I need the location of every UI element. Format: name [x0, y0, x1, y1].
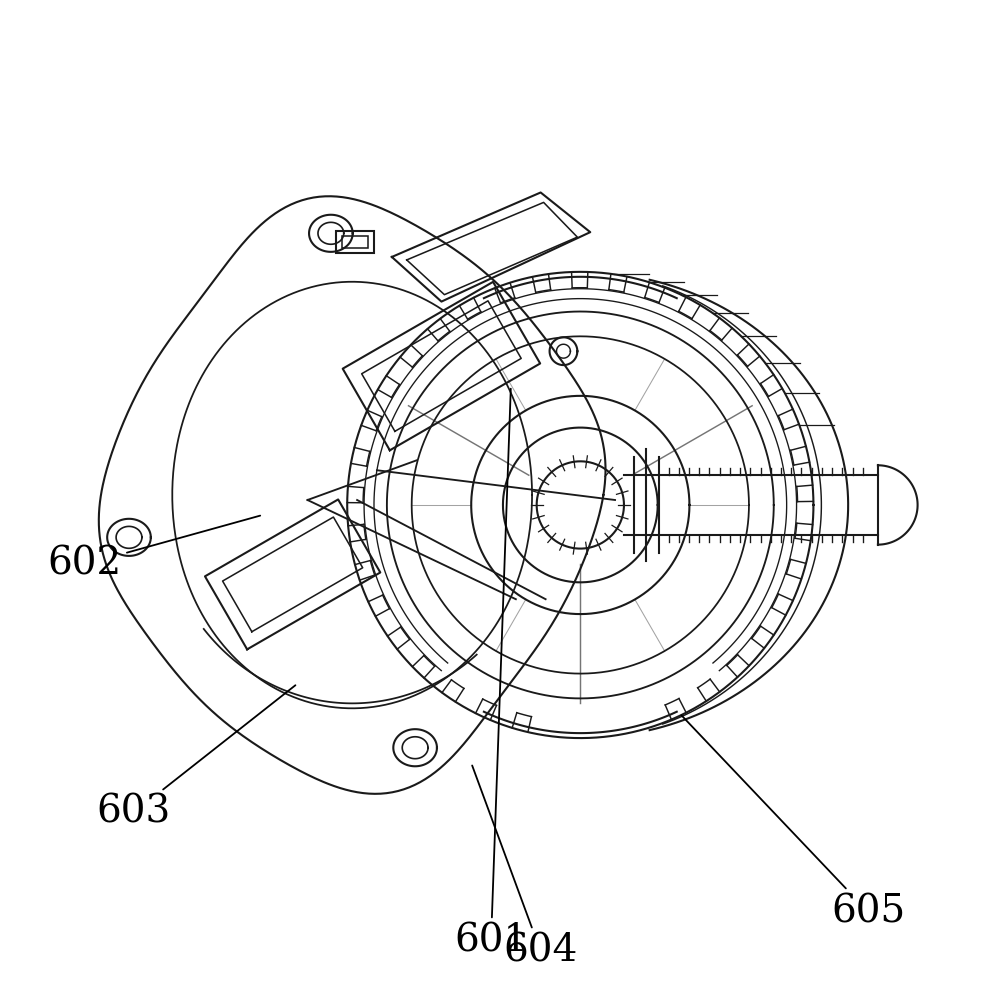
Text: 601: 601	[454, 389, 528, 960]
Bar	[342, 236, 368, 248]
Text: 604: 604	[472, 765, 577, 970]
Bar	[336, 231, 374, 253]
Text: 605: 605	[682, 715, 905, 930]
Text: 602: 602	[48, 516, 260, 583]
Text: 603: 603	[97, 685, 296, 831]
